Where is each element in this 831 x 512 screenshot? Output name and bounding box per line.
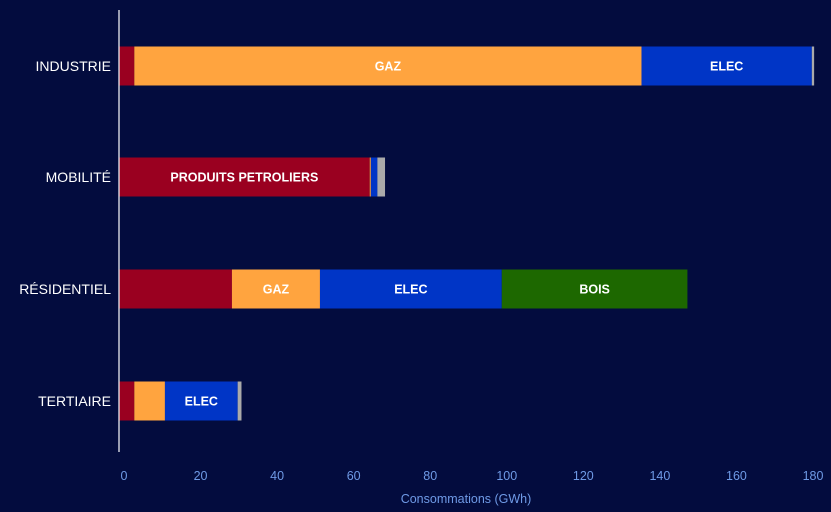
bar-segment <box>119 269 232 309</box>
bar-segment <box>369 157 371 197</box>
bar-segment <box>119 157 370 197</box>
x-tick-label: 180 <box>803 469 824 483</box>
x-tick-label: 60 <box>347 469 361 483</box>
x-tick-label: 40 <box>270 469 284 483</box>
segment-label: ELEC <box>710 60 743 74</box>
category-label: RÉSIDENTIEL <box>19 281 111 297</box>
segment-label: PRODUITS PETROLIERS <box>170 171 318 185</box>
bar-segment <box>119 46 135 86</box>
segment-label: GAZ <box>263 283 290 297</box>
segment-label: BOIS <box>579 283 610 297</box>
segment-labels-layer: GAZ ELEC PRODUITS PETROLIERS GAZ ELEC BOIS ELE… <box>170 60 743 409</box>
segment-label: ELEC <box>394 283 427 297</box>
bar-segment <box>319 269 502 309</box>
bar-segment <box>501 269 688 309</box>
bar-segment <box>231 269 320 309</box>
segment-label: ELEC <box>185 395 218 409</box>
bar-segment <box>377 157 386 197</box>
bar-segment <box>164 381 238 421</box>
segment-label: GAZ <box>375 60 402 74</box>
bar-segment <box>641 46 812 86</box>
x-axis-title: Consommations (GWh) <box>401 492 532 506</box>
x-tick-labels-layer: 0 20 40 60 80 100 120 140 160 180 <box>121 469 824 483</box>
x-tick-label: 80 <box>423 469 437 483</box>
bar-segment <box>134 46 642 86</box>
x-tick-label: 120 <box>573 469 594 483</box>
category-labels-layer: INDUSTRIE MOBILITÉ RÉSIDENTIEL TERTIAIRE <box>19 58 111 409</box>
bar-segment <box>811 46 815 86</box>
x-tick-label: 160 <box>726 469 747 483</box>
x-tick-label: 140 <box>649 469 670 483</box>
bar-segment <box>370 157 378 197</box>
category-label: MOBILITÉ <box>46 169 111 185</box>
bar-segment <box>119 381 135 421</box>
bars-layer <box>119 46 815 421</box>
bar-segment <box>237 381 242 421</box>
bar-segment <box>134 381 165 421</box>
category-label: TERTIAIRE <box>38 393 111 409</box>
x-tick-label: 20 <box>194 469 208 483</box>
x-tick-label: 100 <box>496 469 517 483</box>
category-label: INDUSTRIE <box>36 58 111 74</box>
x-tick-label: 0 <box>121 469 128 483</box>
